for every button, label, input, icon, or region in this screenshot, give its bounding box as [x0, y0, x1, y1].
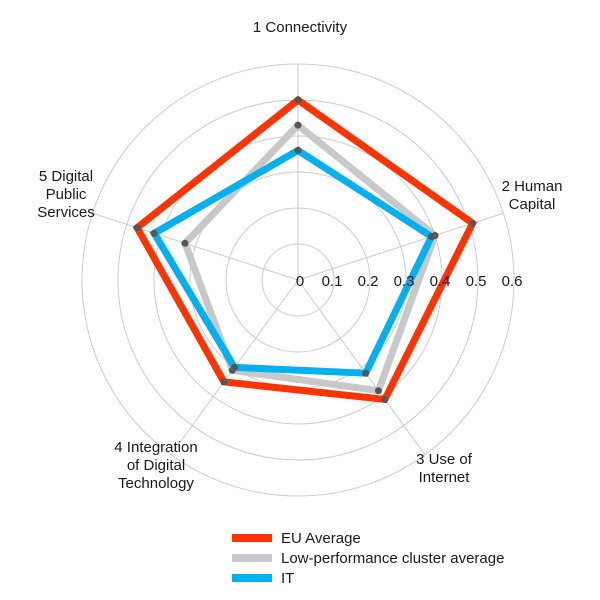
data-point [231, 363, 238, 371]
data-point [469, 219, 477, 227]
axis-label-line: of Digital [127, 457, 185, 474]
axis-label-line: Services [37, 204, 95, 221]
tick-label: 0.1 [322, 273, 343, 290]
series-it [149, 146, 436, 377]
axis-label-line: Technology [118, 475, 194, 492]
series-line [149, 146, 436, 377]
series-eu-average [132, 95, 478, 404]
legend-label: Low-performance cluster average [281, 550, 504, 567]
legend-item: EU Average [232, 530, 361, 547]
tick-label: 0.5 [466, 273, 487, 290]
axis-label-line: 1 Connectivity [253, 19, 348, 36]
data-point [294, 146, 302, 154]
radial-tick-labels: 0 0.1 0.2 0.3 0.4 0.5 0.6 [296, 273, 523, 290]
legend-label: EU Average [281, 530, 361, 547]
data-point [381, 395, 389, 403]
legend-label: IT [281, 570, 294, 587]
tick-label: 0.6 [502, 273, 523, 290]
grid-spoke [92, 212, 299, 281]
axis-label-line: Internet [419, 469, 471, 486]
data-point [362, 369, 370, 377]
data-point [150, 229, 158, 237]
tick-label: 0 [296, 273, 304, 290]
axis-label: 1 Connectivity [253, 19, 348, 36]
legend-item: IT [232, 570, 294, 587]
data-point [220, 378, 228, 386]
axis-labels: 1 Connectivity 2 Human Capital 3 Use of Inte… [37, 19, 562, 492]
tick-label: 0.2 [358, 273, 379, 290]
legend: EU Average Low-performance cluster averag… [232, 530, 504, 587]
tick-label: 0.4 [430, 273, 451, 290]
radar-series [132, 95, 478, 404]
legend-item: Low-performance cluster average [232, 550, 504, 567]
series-line [180, 120, 440, 395]
series-line [132, 95, 478, 404]
data-point [181, 239, 189, 247]
grid-spoke [297, 279, 426, 456]
axis-label-line: Public [46, 186, 87, 203]
axis-label-line: 4 Integration [114, 439, 197, 456]
axis-label: 5 Digital Public Services [37, 168, 95, 221]
data-point [428, 233, 435, 241]
axis-label: 4 Integration of Digital Technology [114, 439, 197, 492]
data-point [374, 387, 382, 395]
axis-label-line: Capital [509, 196, 556, 213]
axis-label-line: 2 Human [502, 178, 563, 195]
axis-label-line: 5 Digital [39, 168, 93, 185]
axis-label: 3 Use of Internet [416, 451, 473, 486]
data-point [294, 96, 302, 104]
tick-label: 0.3 [394, 273, 415, 290]
axis-label: 2 Human Capital [502, 178, 563, 213]
data-point [133, 224, 141, 232]
data-point [294, 121, 302, 129]
axis-label-line: 3 Use of [416, 451, 473, 468]
